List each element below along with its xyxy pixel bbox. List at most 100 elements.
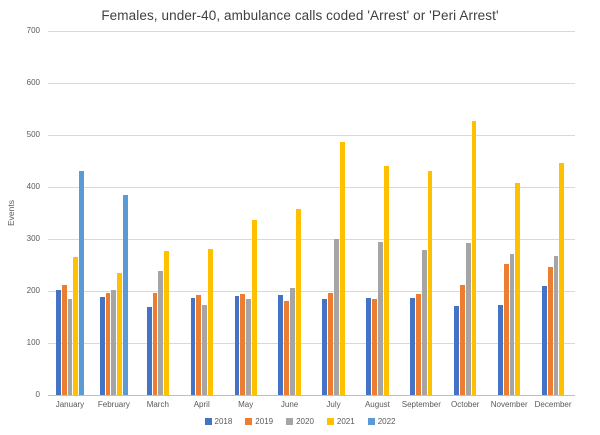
bar-2022-january — [79, 171, 84, 395]
legend-item-2022: 2022 — [367, 417, 396, 426]
bar-2019-june — [284, 301, 290, 395]
bar-2018-may — [234, 296, 240, 395]
bar-group-december — [531, 31, 575, 395]
bar-2020-february — [111, 290, 117, 395]
bar-2018-september — [410, 298, 416, 395]
bar-group-february — [92, 31, 136, 395]
bar-2020-december — [553, 256, 559, 395]
x-tick-label: December — [534, 400, 572, 409]
bar-2020-august — [377, 242, 383, 395]
bar-2019-december — [547, 266, 553, 395]
bar-2021-october — [471, 121, 477, 395]
legend-swatch-2019 — [245, 418, 253, 425]
gridline — [48, 134, 575, 136]
gridline — [48, 238, 575, 240]
bar-2019-march — [152, 292, 158, 395]
gridline — [48, 30, 575, 32]
chart-title: Females, under-40, ambulance calls coded… — [101, 8, 499, 23]
gridline — [48, 82, 575, 84]
bar-2020-september — [421, 250, 427, 395]
bar-2020-march — [158, 270, 164, 395]
bar-2019-october — [459, 285, 465, 395]
legend-label: 2020 — [296, 417, 314, 426]
bar-2019-april — [196, 295, 202, 395]
bar-2019-july — [328, 292, 333, 395]
bar-2021-july — [339, 141, 345, 395]
legend: 2018 2019 2020 2021 2022 — [0, 417, 600, 426]
x-tick-label: January — [55, 400, 85, 409]
x-axis-line — [48, 394, 575, 396]
bar-2020-may — [246, 299, 251, 395]
bar-group-october — [443, 31, 487, 395]
x-tick-label: March — [146, 400, 169, 409]
bar-2019-january — [61, 285, 67, 395]
legend-item-2020: 2020 — [286, 417, 314, 426]
legend-label: 2019 — [255, 417, 274, 426]
bar-2020-april — [202, 305, 208, 395]
bar-2019-february — [105, 292, 111, 395]
bar-2019-september — [416, 294, 421, 395]
legend-item-2018: 2018 — [204, 417, 233, 426]
legend-swatch-2020 — [286, 418, 294, 425]
bar-group-april — [180, 31, 224, 395]
y-tick-label: 400 — [26, 182, 40, 191]
legend-swatch-2018 — [204, 418, 212, 425]
bar-2018-march — [146, 306, 152, 395]
bar-2019-november — [503, 264, 509, 395]
legend-label: 2018 — [214, 417, 233, 426]
gridline — [48, 186, 575, 188]
y-tick-label: 700 — [26, 26, 40, 35]
legend-label: 2022 — [377, 417, 396, 426]
bar-group-march — [136, 31, 180, 395]
x-tick-label: September — [401, 400, 441, 409]
bar-2020-november — [509, 253, 515, 395]
bar-2019-may — [240, 293, 246, 395]
bar-group-july — [312, 31, 356, 395]
bar-2021-february — [117, 272, 123, 395]
bar-group-november — [487, 31, 531, 395]
y-tick-label: 200 — [26, 286, 40, 295]
bar-2018-october — [454, 305, 459, 395]
bar-2020-january — [67, 299, 73, 395]
y-tick-label: 500 — [26, 130, 40, 139]
bar-2021-august — [383, 165, 389, 395]
bar-2018-august — [366, 298, 372, 395]
legend-swatch-2022 — [367, 418, 375, 425]
bar-2021-march — [164, 251, 169, 395]
bar-2020-july — [333, 239, 339, 395]
y-axis-ticks: 0 100 200 300 400 500 600 700 — [0, 0, 40, 435]
bar-2018-january — [55, 289, 61, 395]
y-tick-label: 600 — [26, 78, 40, 87]
x-tick-label: April — [193, 400, 210, 409]
x-axis-labels: January February March April May June July Augu… — [48, 400, 575, 409]
x-tick-label: October — [451, 400, 480, 409]
plot-area — [48, 30, 575, 396]
gridline — [48, 290, 575, 292]
bar-group-january — [48, 31, 92, 395]
x-tick-label: May — [238, 400, 254, 409]
legend-swatch-2021 — [326, 418, 334, 425]
bar-2021-november — [515, 182, 521, 395]
bar-2018-november — [498, 305, 503, 395]
x-tick-label: February — [97, 400, 130, 409]
x-tick-label: June — [280, 400, 299, 409]
y-tick-label: 100 — [26, 338, 40, 347]
bar-2021-january — [73, 256, 79, 395]
bar-groups — [48, 31, 575, 395]
bar-2021-december — [559, 163, 565, 395]
x-tick-label: November — [490, 400, 528, 409]
bar-2021-april — [208, 249, 213, 395]
bar-2018-february — [99, 297, 105, 395]
bar-2018-april — [190, 298, 196, 395]
bar-2018-june — [278, 295, 284, 395]
bar-2018-july — [322, 298, 328, 395]
x-tick-label: July — [326, 400, 341, 409]
bar-2022-february — [123, 194, 128, 395]
bar-2021-june — [295, 209, 301, 395]
y-tick-label: 0 — [35, 390, 40, 399]
bar-2021-september — [427, 170, 433, 395]
bar-group-may — [224, 31, 268, 395]
bar-2020-june — [290, 288, 295, 395]
bar-2021-may — [251, 219, 257, 395]
